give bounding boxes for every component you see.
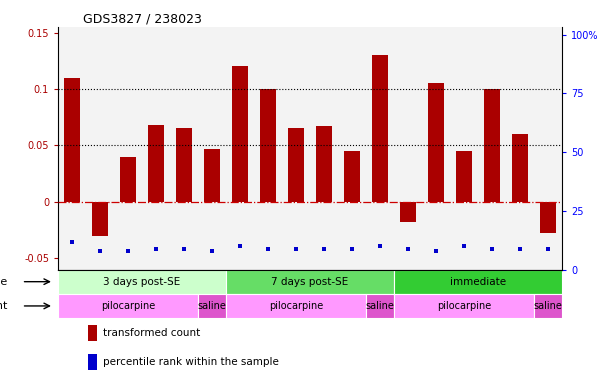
Bar	[366, 294, 394, 318]
Bar	[394, 270, 562, 294]
Text: percentile rank within the sample: percentile rank within the sample	[103, 358, 279, 367]
Bar	[89, 325, 97, 341]
Text: agent: agent	[0, 301, 8, 311]
Bar	[394, 294, 534, 318]
Bar	[64, 78, 80, 202]
Bar	[260, 89, 276, 202]
Text: saline: saline	[197, 301, 227, 311]
Bar	[58, 294, 198, 318]
Bar	[513, 134, 528, 202]
Text: saline: saline	[533, 301, 563, 311]
Text: immediate: immediate	[450, 277, 506, 287]
Bar	[400, 202, 416, 222]
Bar	[232, 66, 248, 202]
Text: time: time	[0, 277, 8, 287]
Bar	[394, 27, 422, 270]
Bar	[485, 89, 500, 202]
Bar	[92, 202, 108, 236]
Bar	[366, 27, 394, 270]
Bar	[170, 27, 198, 270]
Bar	[540, 202, 556, 233]
Bar	[345, 151, 360, 202]
Bar	[177, 129, 192, 202]
Bar	[198, 27, 226, 270]
Bar	[226, 27, 254, 270]
Bar	[120, 157, 136, 202]
Bar	[534, 294, 562, 318]
Text: pilocarpine: pilocarpine	[437, 301, 491, 311]
Bar	[428, 83, 444, 202]
Bar	[338, 27, 366, 270]
Bar	[478, 27, 506, 270]
Bar	[198, 294, 226, 318]
Bar	[254, 27, 282, 270]
Bar	[282, 27, 310, 270]
Bar	[226, 270, 394, 294]
Bar	[456, 151, 472, 202]
Bar	[310, 27, 338, 270]
Bar	[372, 55, 388, 202]
Bar	[288, 129, 304, 202]
Bar	[142, 27, 170, 270]
Bar	[204, 149, 220, 202]
Bar	[450, 27, 478, 270]
Bar	[316, 126, 332, 202]
Bar	[114, 27, 142, 270]
Text: pilocarpine: pilocarpine	[101, 301, 155, 311]
Bar	[422, 27, 450, 270]
Bar	[148, 125, 164, 202]
Bar	[226, 294, 366, 318]
Text: 3 days post-SE: 3 days post-SE	[103, 277, 181, 287]
Text: saline: saline	[365, 301, 395, 311]
Bar	[58, 270, 226, 294]
Bar	[89, 354, 97, 371]
Bar	[534, 27, 562, 270]
Text: 7 days post-SE: 7 days post-SE	[271, 277, 349, 287]
Bar	[58, 27, 86, 270]
Text: GDS3827 / 238023: GDS3827 / 238023	[83, 13, 202, 26]
Text: transformed count: transformed count	[103, 328, 200, 338]
Bar	[86, 27, 114, 270]
Text: pilocarpine: pilocarpine	[269, 301, 323, 311]
Bar	[506, 27, 534, 270]
